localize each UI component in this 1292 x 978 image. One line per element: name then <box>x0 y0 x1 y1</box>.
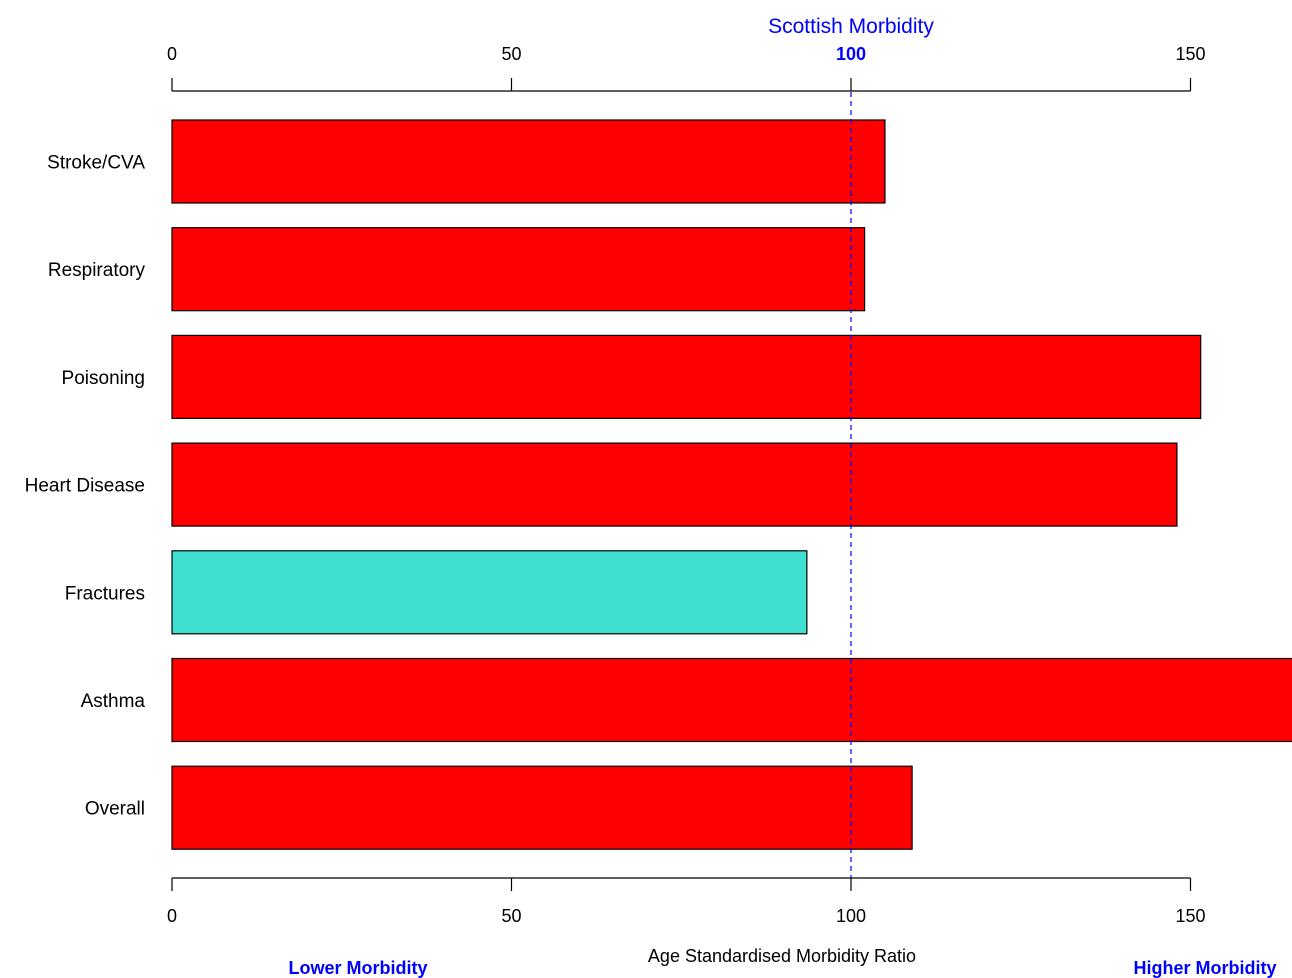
tick-label: 0 <box>167 44 177 64</box>
bar-poisoning <box>171 334 1202 419</box>
x-axis-title: Age Standardised Morbidity Ratio <box>648 946 916 966</box>
bar-asthma <box>171 657 1292 743</box>
tick-label: 100 <box>836 906 866 926</box>
bar-respiratory <box>171 227 866 312</box>
bar-overall <box>171 765 913 850</box>
category-label: Fractures <box>65 583 145 604</box>
tick-label: 50 <box>501 906 521 926</box>
top-axis: 0 50 150 <box>167 44 1206 92</box>
reference-title: Scottish Morbidity <box>768 15 934 38</box>
category-label: Stroke/CVA <box>47 153 145 174</box>
reference-group: Scottish Morbidity 100 <box>768 15 934 878</box>
tick-label: 150 <box>1175 44 1205 64</box>
tick-label: 50 <box>501 44 521 64</box>
lower-morbidity-label: Lower Morbidity <box>289 958 428 978</box>
bar-fractures <box>171 550 808 635</box>
bar-heart-disease <box>171 442 1178 527</box>
category-label: Asthma <box>81 691 146 712</box>
category-label: Overall <box>85 799 145 820</box>
higher-morbidity-label: Higher Morbidity <box>1134 958 1277 978</box>
category-labels: Stroke/CVA Respiratory Poisoning Heart Dise… <box>25 153 146 820</box>
reference-tick-label: 100 <box>836 44 866 64</box>
category-label: Poisoning <box>62 368 145 389</box>
bar-stroke-cva <box>171 119 886 204</box>
tick-label: 0 <box>167 906 177 926</box>
category-label: Heart Disease <box>25 476 145 497</box>
category-label: Respiratory <box>48 260 146 281</box>
bottom-axis: 0 50 100 150 <box>167 877 1206 926</box>
bars-group <box>171 119 1292 850</box>
tick-label: 150 <box>1175 906 1205 926</box>
